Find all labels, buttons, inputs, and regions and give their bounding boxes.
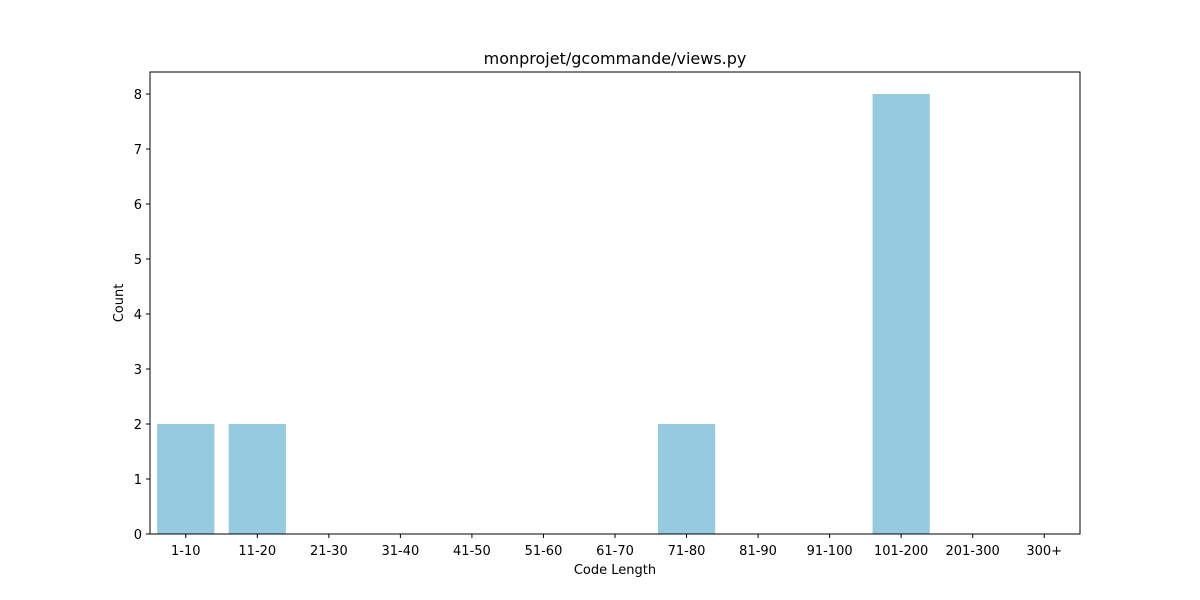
y-tick-label: 2 xyxy=(134,418,142,433)
bar-1-10 xyxy=(157,424,215,534)
chart-title: monprojet/gcommande/views.py xyxy=(484,49,747,68)
x-tick-label: 11-20 xyxy=(238,544,276,559)
x-tick-label: 81-90 xyxy=(739,544,777,559)
x-tick-label: 1-10 xyxy=(171,544,201,559)
x-tick-label: 300+ xyxy=(1026,544,1062,559)
y-tick-label: 0 xyxy=(134,528,142,543)
x-tick-label: 101-200 xyxy=(874,544,928,559)
x-tick-label: 21-30 xyxy=(310,544,348,559)
y-tick-label: 4 xyxy=(134,308,142,323)
y-tick-label: 5 xyxy=(134,253,142,268)
y-tick-label: 7 xyxy=(134,143,142,158)
x-tick-label: 51-60 xyxy=(525,544,563,559)
y-axis-label: Count xyxy=(112,284,127,323)
y-tick-label: 3 xyxy=(134,363,142,378)
bar-101-200 xyxy=(872,94,930,534)
plot-frame xyxy=(149,71,1081,535)
y-tick-label: 6 xyxy=(134,198,142,213)
x-axis: 1-10 11-20 21-30 31-40 41-50 51-60 61-70 71-80 8… xyxy=(171,534,1062,559)
x-tick-label: 41-50 xyxy=(453,544,491,559)
bars-group xyxy=(157,94,930,534)
x-tick-label: 31-40 xyxy=(381,544,419,559)
x-tick-label: 61-70 xyxy=(596,544,634,559)
x-tick-label: 71-80 xyxy=(668,544,706,559)
x-tick-label: 91-100 xyxy=(807,544,853,559)
x-tick-label: 201-300 xyxy=(946,544,1000,559)
y-axis: 0 1 2 3 4 5 6 7 8 xyxy=(134,88,150,543)
y-tick-label: 8 xyxy=(134,88,142,103)
x-axis-label: Code Length xyxy=(574,563,656,578)
bar-71-80 xyxy=(657,424,716,534)
y-tick-label: 1 xyxy=(134,473,142,488)
bar-11-20 xyxy=(228,424,286,534)
